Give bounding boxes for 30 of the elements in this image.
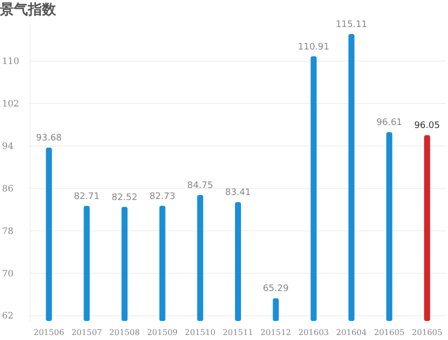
y-tick-label: 86 bbox=[2, 184, 14, 194]
x-tick-label: 201509 bbox=[147, 328, 178, 337]
y-tick-label: 78 bbox=[2, 226, 14, 237]
x-tick-label: 201508 bbox=[109, 328, 140, 337]
x-tick-label: 201605 bbox=[412, 328, 442, 337]
x-tick-label: 201511 bbox=[222, 328, 254, 337]
data-label: 115.11 bbox=[336, 20, 368, 30]
y-tick-label: 102 bbox=[2, 100, 20, 110]
data-label: 65.29 bbox=[262, 284, 289, 294]
y-tick-label: 110 bbox=[2, 57, 20, 68]
x-tick-label: 201603 bbox=[298, 328, 329, 337]
x-tick-label: 201506 bbox=[34, 328, 64, 337]
y-tick-label: 70 bbox=[2, 269, 14, 280]
data-label: 82.52 bbox=[112, 192, 138, 203]
data-label: 83.41 bbox=[225, 188, 251, 198]
x-tick-label: 201512 bbox=[260, 328, 292, 337]
data-label: 93.68 bbox=[36, 134, 62, 144]
y-tick-label: 62 bbox=[2, 312, 14, 322]
data-label: 82.71 bbox=[74, 192, 100, 202]
data-label: 110.91 bbox=[298, 42, 330, 52]
x-tick-label: 201507 bbox=[71, 328, 102, 337]
data-label: 84.75 bbox=[187, 181, 214, 192]
chart-title: 景气指数 bbox=[0, 2, 57, 18]
x-tick-label: 201510 bbox=[184, 328, 216, 337]
data-label: 96.61 bbox=[376, 118, 402, 128]
data-label: 82.73 bbox=[149, 192, 176, 202]
x-tick-label: 201604 bbox=[336, 328, 367, 337]
y-tick-label: 94 bbox=[2, 142, 14, 152]
x-tick-label: 201605 bbox=[374, 328, 405, 337]
data-label: 96.05 bbox=[414, 121, 440, 132]
